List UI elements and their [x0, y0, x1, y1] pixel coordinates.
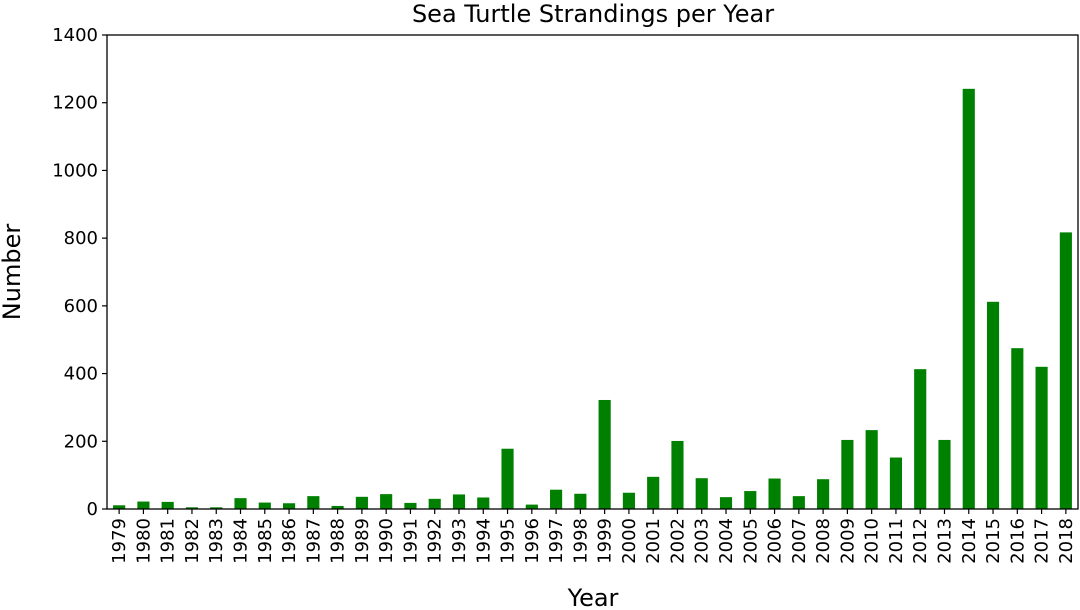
bar-2009: [841, 439, 854, 509]
x-tick-label: 1987: [303, 518, 324, 564]
bar-2011: [889, 457, 903, 509]
bar-1988: [331, 505, 344, 509]
x-tick-label: 1984: [231, 518, 252, 564]
bar-2004: [719, 497, 733, 509]
x-tick-label: 1993: [449, 518, 470, 564]
x-tick-label: 1992: [425, 518, 446, 564]
bar-2001: [647, 476, 660, 509]
x-tick-label: 2000: [619, 518, 640, 564]
bar-1989: [355, 496, 368, 509]
bar-1996: [525, 504, 538, 509]
bar-1985: [258, 502, 271, 509]
x-tick-label: 2014: [959, 518, 980, 564]
x-axis-title: Year: [567, 584, 619, 610]
x-tick-label: 1979: [109, 518, 130, 564]
bar-1990: [380, 494, 393, 509]
bar-2016: [1011, 348, 1024, 509]
y-tick-label: 400: [64, 364, 98, 385]
x-tick-label: 1985: [255, 518, 276, 564]
x-tick-label: 1983: [206, 518, 227, 564]
x-tick-label: 2017: [1032, 518, 1053, 564]
x-tick-label: 1995: [498, 518, 519, 564]
y-tick-label: 1400: [52, 25, 98, 46]
bar-2015: [986, 301, 1000, 509]
bar-1992: [428, 498, 441, 509]
x-tick-label: 1980: [133, 518, 154, 564]
bar-2000: [622, 492, 635, 509]
bar-2014: [962, 88, 975, 509]
bar-1999: [598, 399, 611, 509]
bar-2002: [671, 440, 684, 509]
x-tick-label: 1997: [546, 518, 567, 564]
x-tick-label: 1996: [522, 518, 543, 564]
bar-1980: [137, 501, 150, 509]
plot-area-frame: [106, 34, 1079, 510]
bar-1979: [113, 505, 126, 509]
bar-1998: [574, 493, 587, 509]
x-tick-label: 2001: [643, 518, 664, 564]
x-tick-label: 1986: [279, 518, 300, 564]
bar-1993: [452, 494, 466, 509]
bar-1994: [477, 497, 490, 509]
bar-2003: [695, 478, 708, 509]
x-tick-label: 1991: [400, 518, 421, 564]
x-tick-label: 1982: [182, 518, 203, 564]
bar-2010: [865, 430, 878, 509]
bar-1986: [282, 503, 296, 509]
x-tick-label: 1994: [473, 518, 494, 564]
x-tick-label: 2004: [716, 518, 737, 564]
y-tick-label: 800: [64, 228, 98, 249]
x-tick-label: 2008: [813, 518, 834, 564]
x-tick-label: 2011: [886, 518, 907, 564]
x-tick-label: 1998: [570, 518, 591, 564]
x-tick-label: 1989: [352, 518, 373, 564]
x-tick-label: 2006: [765, 518, 786, 564]
bar-2013: [938, 439, 951, 509]
bar-1997: [550, 489, 563, 509]
x-tick-label: 1988: [328, 518, 349, 564]
y-axis: 0 200 400 600 800 1000 1200 1400: [52, 25, 107, 520]
bars-group: [113, 88, 1072, 509]
x-tick-label: 2003: [692, 518, 713, 564]
y-tick-label: 600: [64, 296, 98, 317]
x-tick-label: 2010: [862, 518, 883, 564]
x-tick-label: 2009: [837, 518, 858, 564]
x-axis: 1979 1980 1981 1982 1983 1984 1985 1986 1987 1988…: [109, 509, 1077, 564]
y-tick-label: 200: [64, 431, 98, 452]
y-tick-label: 1000: [52, 160, 98, 181]
bar-2008: [817, 479, 830, 509]
bar-1995: [501, 448, 514, 509]
y-axis-title: Number: [0, 224, 26, 321]
chart-title: Sea Turtle Strandings per Year: [412, 0, 774, 28]
y-tick-label: 0: [87, 499, 98, 520]
bar-2007: [792, 496, 805, 509]
bar-1981: [161, 501, 174, 509]
bar-2018: [1059, 232, 1072, 509]
bar-2005: [744, 491, 757, 509]
x-tick-label: 2007: [789, 518, 810, 564]
x-tick-label: 2018: [1056, 518, 1077, 564]
bar-1984: [234, 498, 247, 509]
bar-2006: [768, 478, 781, 509]
bar-1983: [210, 507, 223, 509]
bar-1982: [185, 507, 199, 509]
x-tick-label: 1999: [595, 518, 616, 564]
x-tick-label: 2016: [1007, 518, 1028, 564]
x-tick-label: 1981: [158, 518, 179, 564]
bar-1987: [307, 496, 320, 509]
bar-1991: [404, 502, 417, 509]
x-tick-label: 2012: [910, 518, 931, 564]
bar-2012: [914, 369, 927, 509]
x-tick-label: 2015: [983, 518, 1004, 564]
x-tick-label: 2005: [740, 518, 761, 564]
y-tick-label: 1200: [52, 93, 98, 114]
x-tick-label: 2013: [934, 518, 955, 564]
x-tick-label: 1990: [376, 518, 397, 564]
bar-2017: [1035, 366, 1048, 509]
x-tick-label: 2002: [667, 518, 688, 564]
